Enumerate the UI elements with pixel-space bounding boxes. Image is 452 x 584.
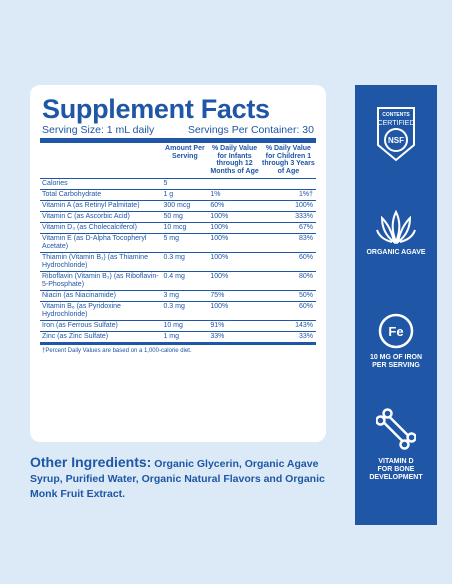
nsf-contents-text: CONTENTS <box>382 112 410 118</box>
footnote: †Percent Daily Values are based on a 1,0… <box>42 348 192 354</box>
table-row: Vitamin E (as D-Alpha Tocopheryl Acetate… <box>40 233 316 253</box>
table-row: Thiamin (Vitamin B₁) (as Thiamine Hydroc… <box>40 252 316 272</box>
dv-children-cell: 50% <box>260 290 316 302</box>
iron-badge: Fe 10 MG OF IRON PER SERVING <box>355 313 437 370</box>
dv-infants-cell: 1% <box>208 189 261 201</box>
nutrient-cell: Vitamin B₆ (as Pyridoxine Hydrochloride) <box>40 301 162 321</box>
servings-per-container: Servings Per Container: 30 <box>187 124 314 136</box>
dv-infants-cell: 100% <box>208 211 261 223</box>
nutrient-cell: Vitamin C (as Ascorbic Acid) <box>40 211 162 223</box>
dv-infants-cell: 75% <box>208 290 261 302</box>
header-amount: Amount Per Serving <box>165 145 205 160</box>
bone-icon <box>375 408 417 450</box>
nutrient-cell: Riboflavin (Vitamin B₂) (as Riboflavin-5… <box>40 271 162 291</box>
vitamin-d-line1: VITAMIN D <box>378 458 414 465</box>
nutrient-cell: Vitamin E (as D-Alpha Tocopheryl Acetate… <box>40 233 162 253</box>
amount-cell: 10 mcg <box>161 222 209 234</box>
iron-label-line2: PER SERVING <box>372 362 420 369</box>
supplement-facts-title: Supplement Facts <box>42 94 270 124</box>
dv-children-cell: 60% <box>260 252 316 272</box>
table-row: Vitamin C (as Ascorbic Acid) 50 mg 100% 333… <box>40 211 316 223</box>
vitamin-d-line2: FOR BONE <box>377 466 415 473</box>
nutrient-cell: Vitamin A (as Retinyl Palmitate) <box>40 200 162 212</box>
header-dv-children: % Daily Value for Children 1 through 3 Y… <box>262 145 315 175</box>
amount-cell: 0.4 mg <box>161 271 209 291</box>
dv-children-cell: 333% <box>260 211 316 223</box>
facts-table-header: Amount Per Serving % Daily Value for Inf… <box>40 143 316 179</box>
dv-infants-cell: 100% <box>208 222 261 234</box>
table-row: Total Carbohydrate 1 g 1% 1%† <box>40 189 316 201</box>
vitamin-d-badge: VITAMIN D FOR BONE DEVELOPMENT <box>355 405 437 482</box>
amount-cell: 0.3 mg <box>161 301 209 321</box>
amount-cell: 300 mcg <box>161 200 209 212</box>
thick-divider-bottom <box>40 342 316 345</box>
table-row: Vitamin A (as Retinyl Palmitate) 300 mcg 6… <box>40 200 316 212</box>
iron-label-line1: 10 MG OF IRON <box>369 354 423 361</box>
nsf-certified-text: CERTIFIED <box>378 120 415 127</box>
organic-agave-badge: ORGANIC AGAVE <box>355 209 437 257</box>
table-row: Vitamin B₆ (as Pyridoxine Hydrochloride)… <box>40 301 316 321</box>
dv-infants-cell: 100% <box>208 271 261 291</box>
header-dv-infants: % Daily Value for Infants through 12 Mon… <box>210 145 259 175</box>
table-row: Zinc (as Zinc Sulfate) 1 mg 33% 33% <box>40 331 316 342</box>
vitamin-d-line3: DEVELOPMENT <box>369 474 423 481</box>
thick-divider <box>40 138 316 143</box>
table-row: Riboflavin (Vitamin B₂) (as Riboflavin-5… <box>40 271 316 291</box>
table-row: Iron (as Ferrous Sulfate) 10 mg 91% 143% <box>40 320 316 332</box>
iron-fe-symbol: Fe <box>388 324 403 339</box>
amount-cell: 5 <box>161 178 209 190</box>
other-ingredients-text: Organic Glycerin, Organic Agave Syrup, P… <box>30 458 325 500</box>
amount-cell: 1 g <box>161 189 209 201</box>
serving-size: Serving Size: 1 mL daily <box>42 124 155 136</box>
nutrient-cell: Iron (as Ferrous Sulfate) <box>40 320 162 332</box>
nutrient-cell: Vitamin D₃ (as Cholecalciferol) <box>40 222 162 234</box>
nutrient-cell: Calories <box>40 178 162 190</box>
amount-cell: 10 mg <box>161 320 209 332</box>
dv-children-cell: 100% <box>260 200 316 212</box>
serving-info: Serving Size: 1 mL daily Servings Per Co… <box>42 124 314 136</box>
dv-children-cell <box>260 178 316 190</box>
amount-cell: 1 mg <box>161 331 209 342</box>
organic-agave-label: ORGANIC AGAVE <box>366 249 426 256</box>
dv-infants-cell: 91% <box>208 320 261 332</box>
dv-infants-cell: 33% <box>208 331 261 342</box>
dv-children-cell: 80% <box>260 271 316 291</box>
header-nutrient <box>40 143 161 179</box>
nsf-badge: CONTENTS CERTIFIED NSF <box>355 105 437 168</box>
amount-cell: 50 mg <box>161 211 209 223</box>
facts-table: Amount Per Serving % Daily Value for Inf… <box>40 143 316 342</box>
amount-cell: 0.3 mg <box>161 252 209 272</box>
other-ingredients-lead: Other Ingredients: <box>30 454 152 470</box>
nsf-shield-icon: CONTENTS CERTIFIED NSF <box>377 107 415 162</box>
nutrient-cell: Thiamin (Vitamin B₁) (as Thiamine Hydroc… <box>40 252 162 272</box>
amount-cell: 5 mg <box>161 233 209 253</box>
dv-children-cell: 33% <box>260 331 316 342</box>
other-ingredients: Other Ingredients: Organic Glycerin, Org… <box>30 455 340 502</box>
dv-children-cell: 67% <box>260 222 316 234</box>
badge-sidebar: CONTENTS CERTIFIED NSF ORGANIC AGAVE Fe … <box>355 85 437 525</box>
dv-infants-cell: 100% <box>208 252 261 272</box>
dv-children-cell: 60% <box>260 301 316 321</box>
supplement-facts-panel: Supplement Facts Serving Size: 1 mL dail… <box>30 85 326 442</box>
dv-children-cell: 83% <box>260 233 316 253</box>
dv-children-cell: 1%† <box>260 189 316 201</box>
dv-children-cell: 143% <box>260 320 316 332</box>
dv-infants-cell: 100% <box>208 301 261 321</box>
agave-plant-icon <box>376 209 416 245</box>
nutrient-cell: Niacin (as Niacinamide) <box>40 290 162 302</box>
dv-infants-cell: 100% <box>208 233 261 253</box>
table-row: Calories 5 <box>40 178 316 190</box>
iron-circle-icon: Fe <box>378 313 414 349</box>
dv-infants-cell <box>208 178 261 190</box>
table-row: Niacin (as Niacinamide) 3 mg 75% 50% <box>40 290 316 302</box>
nutrient-cell: Zinc (as Zinc Sulfate) <box>40 331 162 342</box>
nutrient-cell: Total Carbohydrate <box>40 189 162 201</box>
table-row: Vitamin D₃ (as Cholecalciferol) 10 mcg 100… <box>40 222 316 234</box>
nsf-logo-text: NSF <box>388 136 404 145</box>
amount-cell: 3 mg <box>161 290 209 302</box>
dv-infants-cell: 60% <box>208 200 261 212</box>
